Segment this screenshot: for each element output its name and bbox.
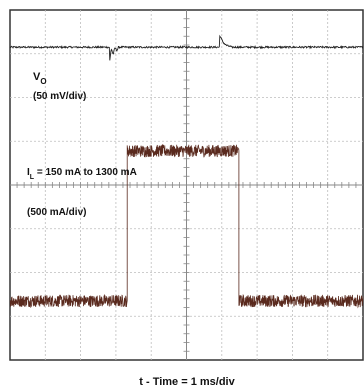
- traces: [9, 34, 364, 309]
- series-line-vo: [9, 34, 364, 61]
- il-scale-label: (500 mA/div): [27, 207, 86, 218]
- vo-scale-label: (50 mV/div): [33, 91, 86, 102]
- il-label: IL = 150 mA to 1300 mA: [27, 167, 137, 181]
- series-line-il: [9, 143, 364, 309]
- x-axis-label: t - Time = 1 ms/div: [139, 376, 235, 388]
- grid: [10, 10, 363, 360]
